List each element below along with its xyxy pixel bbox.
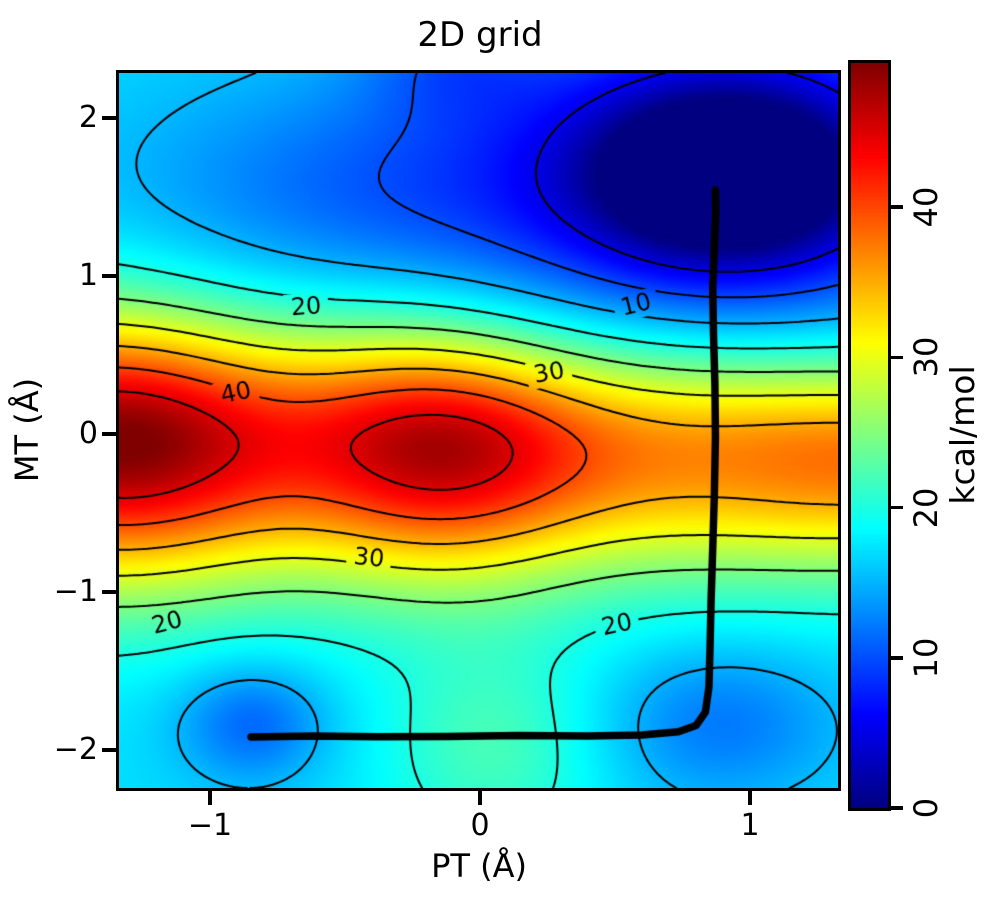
x-tick-mark xyxy=(208,791,212,805)
y-tick-mark xyxy=(102,432,116,436)
colorbar-tick-mark xyxy=(891,656,903,660)
x-tick-label: −1 xyxy=(187,808,233,843)
colorbar-tick-mark xyxy=(891,355,903,360)
colorbar-tick-label: 20 xyxy=(907,487,945,528)
x-tick-label: 1 xyxy=(740,808,760,843)
colorbar-tick-label: 30 xyxy=(907,337,945,378)
colorbar-label: kcal/mol xyxy=(943,365,982,505)
x-tick-mark xyxy=(748,791,752,805)
y-tick-label: 2 xyxy=(78,100,98,135)
y-tick-label: −2 xyxy=(53,732,98,767)
y-tick-label: 1 xyxy=(78,258,98,293)
colorbar-tick-label: 10 xyxy=(907,637,945,679)
y-tick-mark xyxy=(102,590,116,594)
heatmap-canvas xyxy=(119,73,838,788)
y-tick-mark xyxy=(102,748,116,752)
colorbar-tick-label: 40 xyxy=(907,186,945,228)
y-tick-label: 0 xyxy=(78,416,98,451)
colorbar-tick-mark xyxy=(891,505,903,510)
x-axis-label: PT (Å) xyxy=(431,847,527,885)
y-tick-mark xyxy=(102,116,116,120)
colorbar-tick-mark xyxy=(891,205,903,209)
plot-area xyxy=(116,70,841,791)
colorbar xyxy=(848,60,891,811)
y-tick-mark xyxy=(102,274,116,278)
colorbar-tick-mark xyxy=(891,806,903,810)
colorbar-tick-label: 0 xyxy=(907,797,945,819)
y-tick-label: −1 xyxy=(53,574,98,609)
colorbar-canvas xyxy=(851,63,888,808)
x-tick-mark xyxy=(478,791,482,805)
x-tick-label: 0 xyxy=(470,808,490,843)
chart-title: 2D grid xyxy=(417,15,543,55)
